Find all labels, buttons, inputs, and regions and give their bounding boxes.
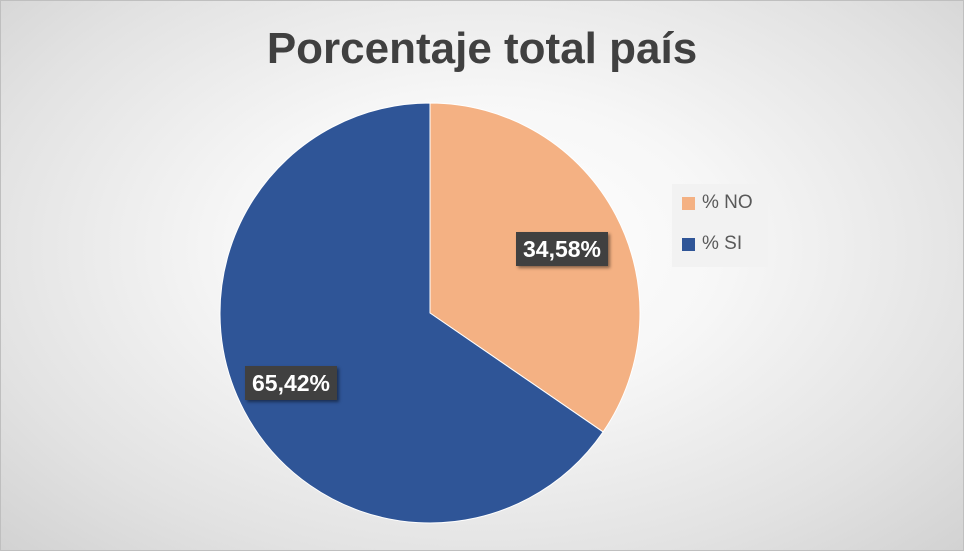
legend-label-no: % NO — [702, 192, 753, 213]
data-label-no: 34,58% — [516, 232, 609, 266]
pie-slice-si — [219, 102, 604, 524]
legend-item-si: % SI — [682, 233, 742, 255]
legend: % NO % SI — [672, 184, 768, 267]
legend-label-si: % SI — [702, 233, 743, 254]
legend-swatch-si — [682, 237, 695, 251]
legend-item-no: % NO — [682, 192, 753, 214]
pie-slice-no — [429, 102, 641, 433]
data-label-si: 65,42% — [245, 366, 338, 400]
chart-title: Porcentaje total país — [266, 24, 698, 73]
legend-swatch-no — [682, 196, 695, 210]
